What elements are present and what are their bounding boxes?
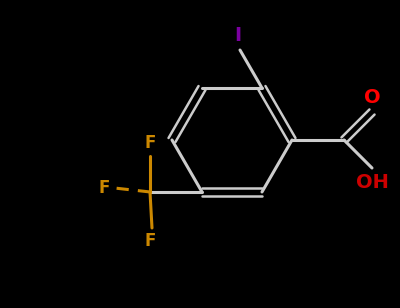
Text: F: F [99,179,110,197]
Text: O: O [364,88,380,107]
Text: I: I [234,26,242,45]
Text: F: F [144,232,156,250]
Text: F: F [144,134,156,152]
Text: OH: OH [356,173,388,192]
